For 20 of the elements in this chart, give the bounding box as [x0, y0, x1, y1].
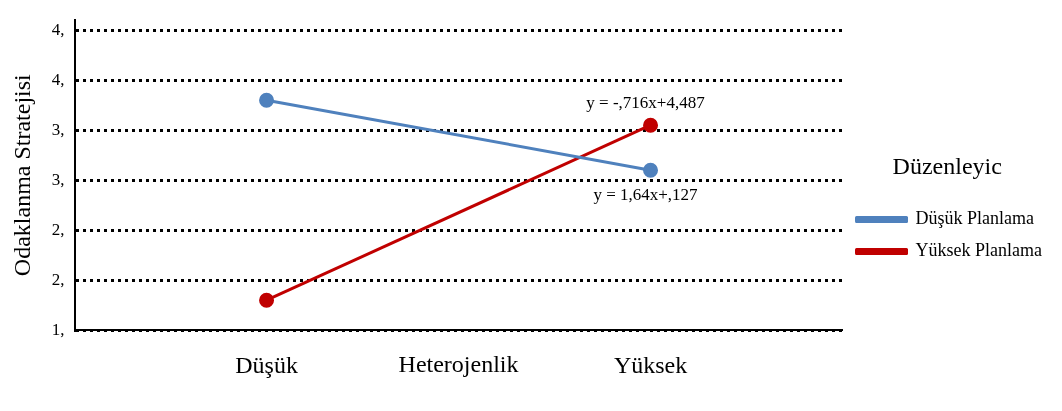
point: [643, 117, 659, 133]
annotation: y = -,716x+4,487: [586, 92, 706, 112]
y-tick-label: 4,: [51, 69, 65, 89]
point: [259, 292, 275, 308]
y-tick-label: 3,: [51, 169, 65, 189]
legend-label: Düşük Planlama: [915, 208, 1035, 229]
y-tick-label: 2,: [51, 269, 65, 289]
y-tick-label: 3,: [51, 119, 65, 139]
x-axis-title: Heterojenlik: [398, 351, 519, 378]
y-axis-title: Odaklanma Stratejisi: [8, 73, 35, 277]
annotation: y = 1,64x+,127: [593, 184, 699, 204]
y-tick-label: 2,: [51, 219, 65, 239]
y-tick-label: 1,: [51, 319, 65, 339]
x-tick-label: Yüksek: [613, 351, 688, 378]
x-tick-label: Düşük: [235, 351, 298, 378]
y-tick-label: 4,: [51, 19, 65, 39]
point: [259, 92, 275, 108]
legend-label: Yüksek Planlama: [915, 240, 1043, 261]
point: [643, 162, 659, 178]
legend-title: Düzenleyic: [892, 152, 1002, 179]
